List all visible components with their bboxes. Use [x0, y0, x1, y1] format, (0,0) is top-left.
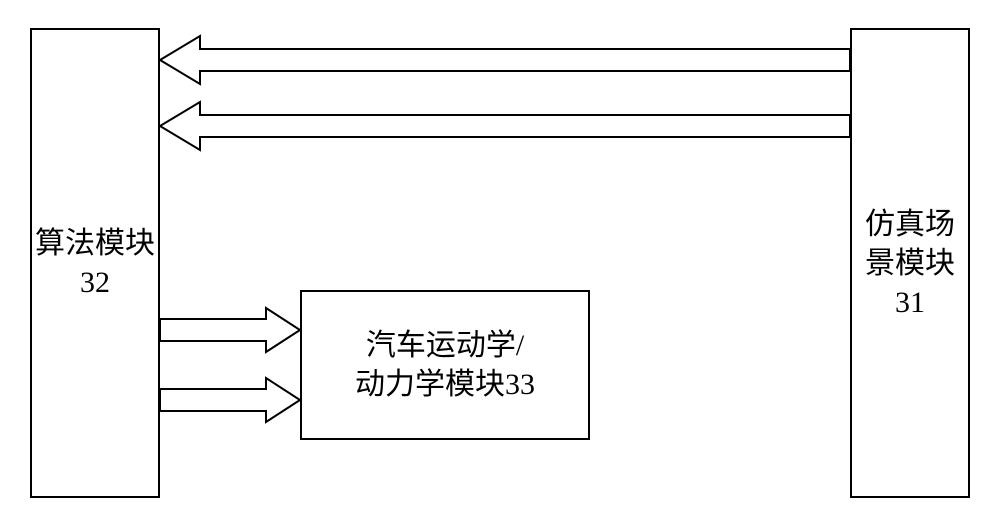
node-label: 汽车运动学/ 动力学模块33 [355, 326, 535, 404]
node-label-line: 31 [895, 286, 925, 319]
node-label-line: 汽车运动学/ [366, 329, 524, 362]
node-label-line: 算法模块 [35, 227, 155, 260]
arrow-sim-to-algo-1 [118, 34, 892, 86]
node-label-line: 景模块 [865, 247, 955, 280]
arrow-sim-to-algo-2 [118, 100, 892, 152]
node-label-line: 仿真场 [865, 208, 955, 241]
node-label-line: 32 [80, 266, 110, 299]
arrow-algo-to-dynamics-1 [124, 306, 336, 354]
node-vehicle-dynamics-module: 汽车运动学/ 动力学模块33 [300, 290, 590, 440]
node-label-line: 动力学模块33 [355, 368, 535, 401]
node-algorithm-module: 算法模块 32 [30, 28, 160, 498]
arrow-algo-to-dynamics-2 [124, 376, 336, 424]
node-label: 仿真场 景模块 31 [865, 205, 955, 322]
node-simulation-scene-module: 仿真场 景模块 31 [850, 28, 970, 498]
node-label: 算法模块 32 [35, 224, 155, 302]
diagram-canvas: 算法模块 32 仿真场 景模块 31 汽车运动学/ 动力学模块33 [0, 0, 1000, 527]
